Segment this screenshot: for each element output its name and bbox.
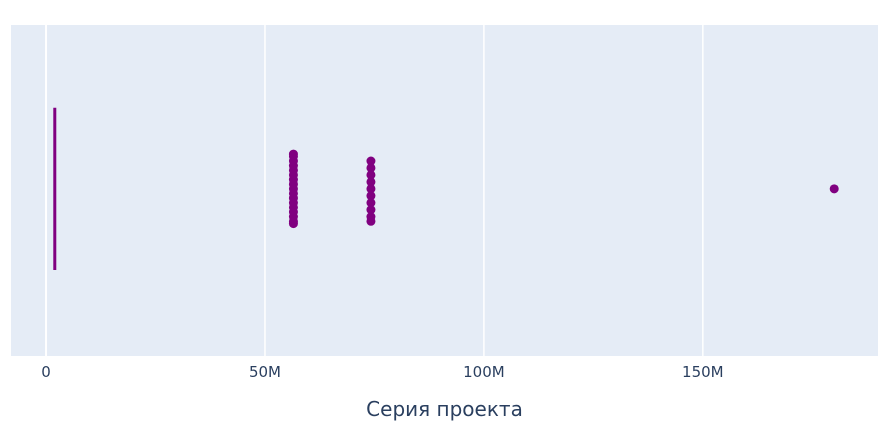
outlier-point — [288, 149, 298, 159]
outlier-point — [366, 198, 376, 208]
x-tick-labels: 0 50M 100M 150M — [41, 363, 723, 381]
outlier-point — [366, 156, 376, 166]
outlier-point — [366, 170, 376, 180]
outlier-point — [366, 205, 376, 215]
outlier-point — [366, 177, 376, 187]
plot-background — [11, 25, 878, 356]
x-tick-label: 100M — [463, 363, 505, 381]
x-tick-label: 0 — [41, 363, 51, 381]
outlier-point — [366, 191, 376, 201]
outlier-point — [366, 163, 376, 173]
outlier-point — [366, 216, 376, 226]
outlier-points — [288, 149, 839, 229]
grid-lines — [45, 25, 704, 356]
outlier-point — [288, 219, 298, 229]
x-tick-label: 150M — [682, 363, 724, 381]
x-tick-label: 50M — [249, 363, 281, 381]
outlier-point — [366, 184, 376, 194]
x-axis-title: Серия проекта — [366, 397, 523, 421]
outlier-point — [829, 184, 839, 194]
